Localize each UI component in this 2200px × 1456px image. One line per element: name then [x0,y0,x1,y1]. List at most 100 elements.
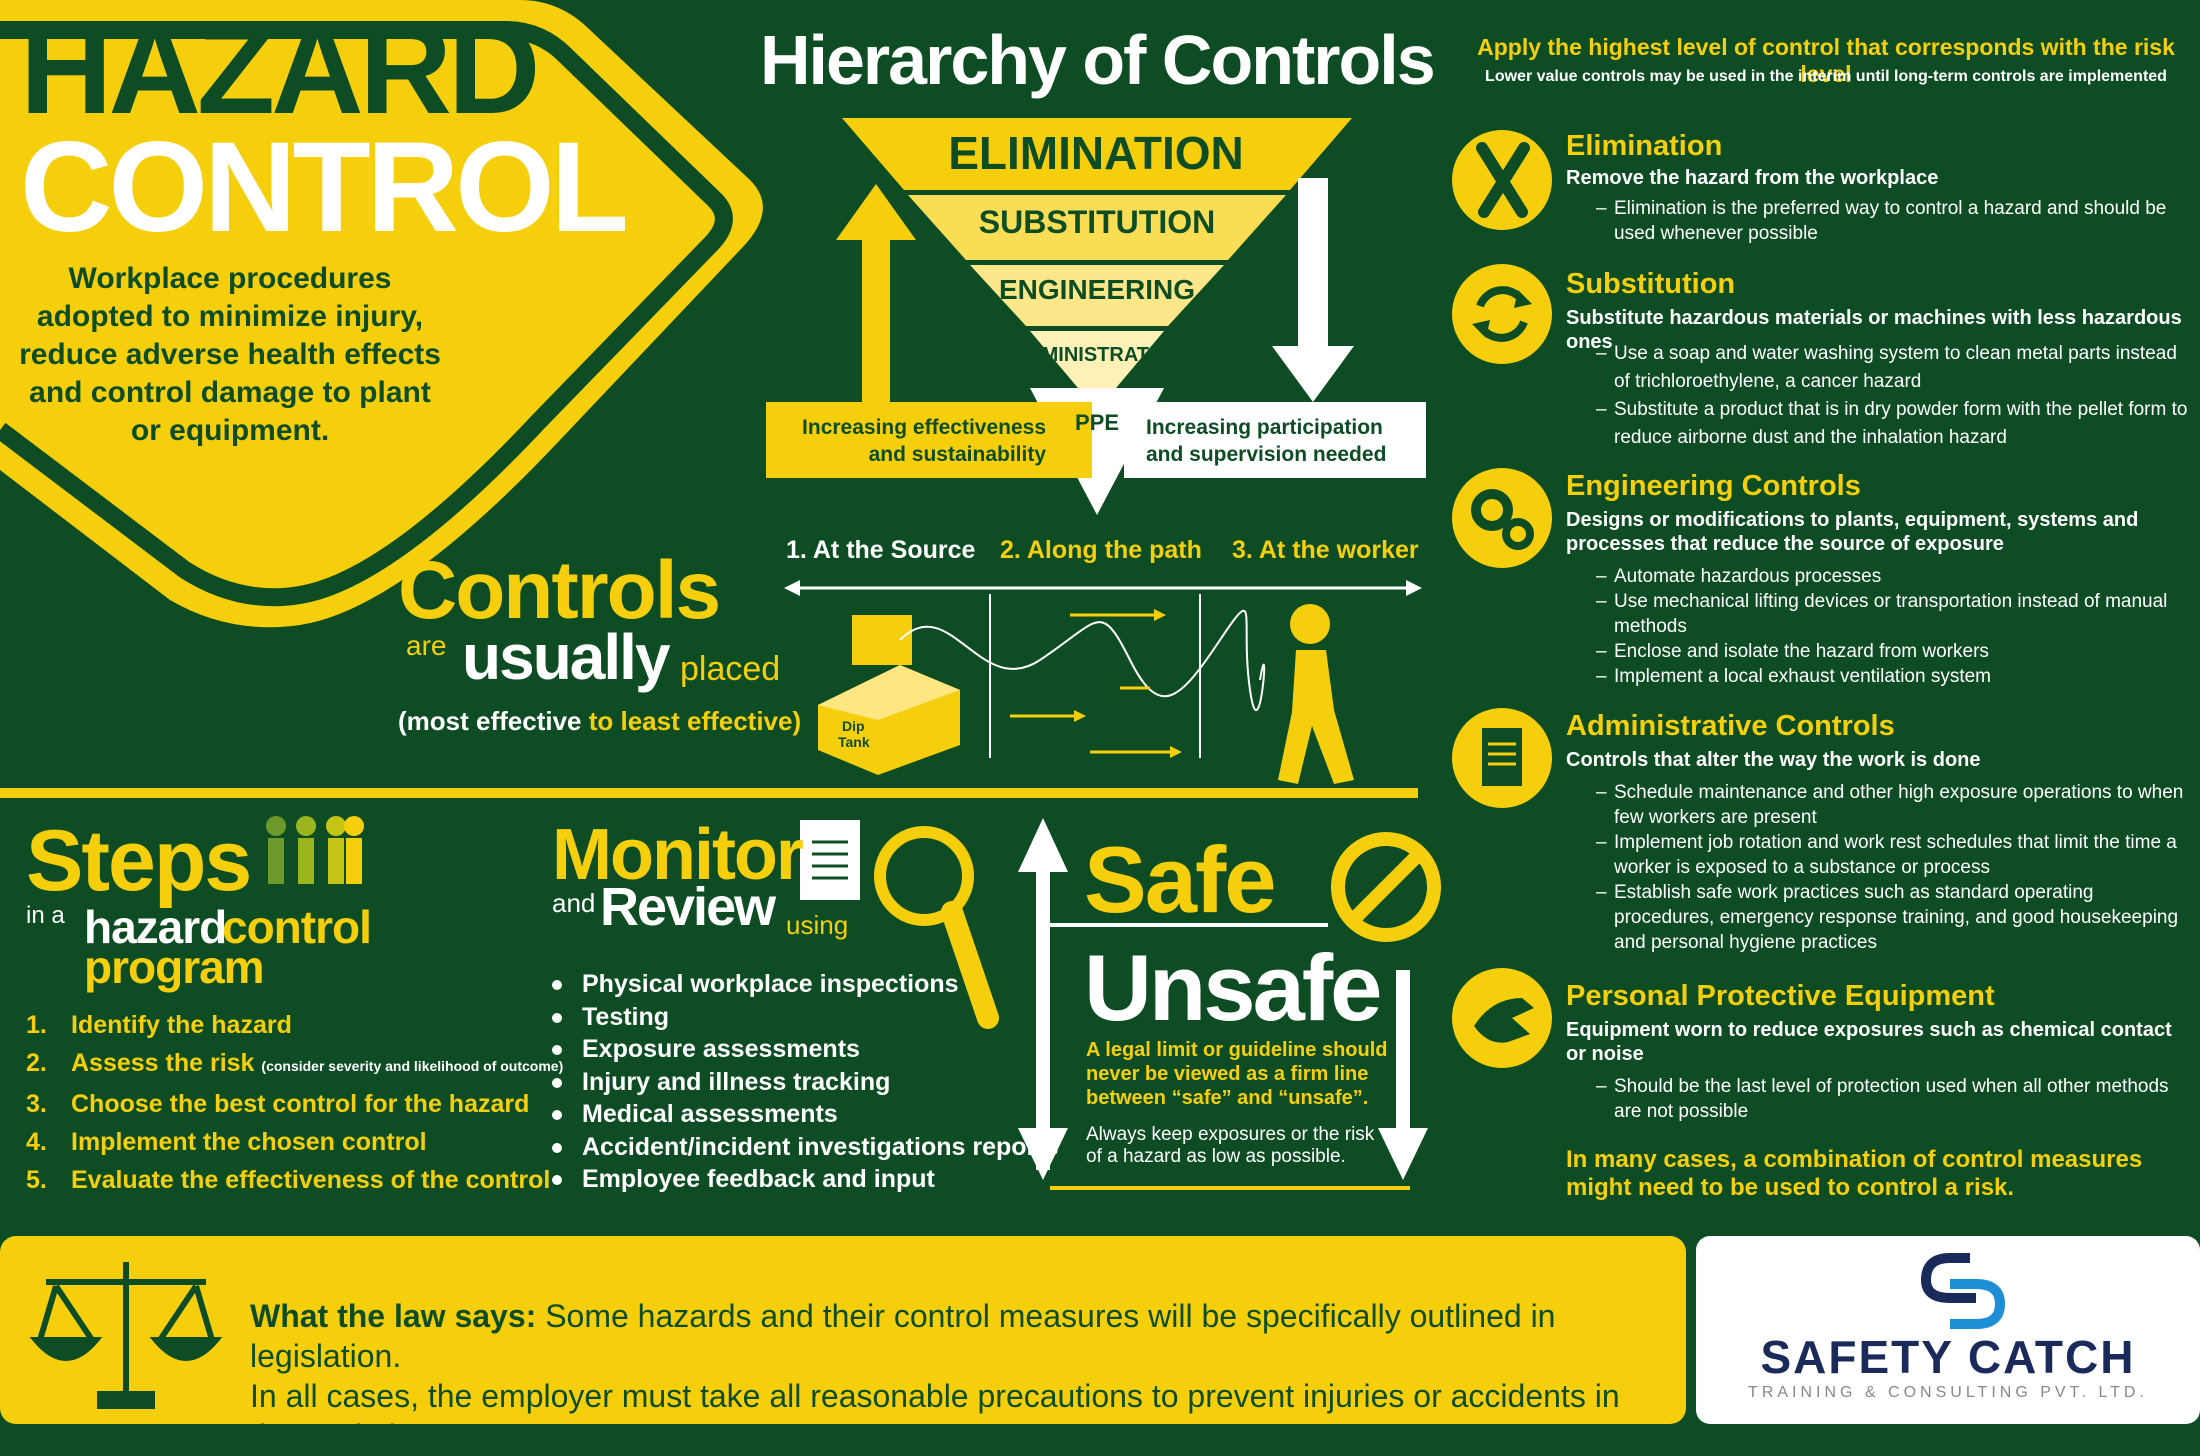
are-word: are [406,630,447,661]
law-lead: What the law says: [250,1298,537,1334]
document-icon [800,820,860,900]
placement-arrow-left [784,580,800,596]
unsafe-word: Unsafe [1084,935,1382,1040]
right-conclusion: In many cases, a combination of control … [1566,1146,2143,1201]
prohibition-icon [1331,832,1441,942]
effectiveness-note-white: (most effective [398,706,582,736]
placed-word: placed [680,650,781,688]
level-substitution: SUBSTITUTION [978,204,1216,240]
steps-hazard: hazard [84,901,227,953]
tank-label-1: Dip [842,718,865,734]
right-headline: Apply the highest level of control that … [1477,34,2175,87]
hazard-title-line1: HAZARD [20,0,540,141]
ppe-glove-icon [1452,968,1552,1068]
down-arrow-shaft [1298,178,1328,348]
stage-path: 2. Along the path [1000,536,1202,564]
keep-note: Always keep exposures or the risk of a h… [1086,1124,1375,1167]
list-item: Implement job rotation and work rest sch… [1596,830,2196,880]
steps-list: 1. Identify the hazard 2. Assess the risk … [26,1006,563,1199]
list-item: Use a soap and water washing system to c… [1596,340,2196,396]
hazard-description: Workplace procedures adopted to minimize… [19,262,441,447]
elimination-icon [1452,130,1552,230]
divider-right [1418,0,1424,1236]
list-item: Use mechanical lifting devices or transp… [1596,589,2196,639]
ppe-title: Personal Protective Equipment [1566,980,1995,1012]
law-text: What the law says: Some hazards and thei… [250,1296,1670,1456]
ppe-list: Should be the last level of protection u… [1596,1074,2196,1124]
hierarchy-title: Hierarchy of Controls [760,21,1436,99]
right-participation-box [1124,402,1426,478]
list-item: Medical assessments [548,1098,1058,1131]
engineering-subtitle: Designs or modifications to plants, equi… [1566,509,2139,555]
list-item: 3. Choose the best control for the hazard [26,1090,530,1118]
hierarchy-engineering-band [970,265,1224,326]
law-band [0,1236,1686,1424]
substitution-icon [1452,264,1552,364]
list-item: Automate hazardous processes [1596,564,2196,589]
unsafe-down-arrow-head [1378,1128,1428,1180]
list-item: Physical workplace inspections [548,968,1058,1001]
tank-label-2: Tank [838,734,870,750]
level-engineering: ENGINEERING [998,274,1196,305]
brand-tagline: TRAINING & CONSULTING PVT. LTD. [1748,1384,2148,1401]
hazard-sign [0,0,763,628]
legal-note: A legal limit or guideline should never … [1086,1039,1388,1109]
background-shapes [0,0,2200,1424]
list-item: 2. Assess the risk (consider severity and… [26,1049,564,1077]
level-elimination: ELIMINATION [948,127,1244,179]
list-item: Establish safe work practices such as st… [1596,880,2196,955]
monitor-list: Physical workplace inspections Testing E… [548,968,1058,1196]
up-arrow-shaft [862,236,890,406]
worker-body [1278,650,1354,784]
monitor-and: and [552,888,596,918]
usually-word: usually [462,621,671,693]
fumes-path [899,609,1266,711]
source-machine [852,615,912,665]
administrative-document-icon [1452,708,1552,808]
law-line2: In all cases, the employer must take all… [250,1378,1620,1454]
dip-tank-top [818,665,960,720]
participation-label: Increasing participation and supervision… [1146,416,1387,466]
steps-title: Steps [26,813,252,909]
scales-icon [29,1262,223,1409]
substitution-list: Use a soap and water washing system to c… [1596,340,2196,452]
list-item: Enclose and isolate the hazard from work… [1596,639,2196,664]
divider-horizontal [0,788,1418,798]
list-item: 5. Evaluate the effectiveness of the cont… [26,1166,551,1194]
review-word: Review [600,877,776,937]
engineering-gears-icon [1452,468,1552,568]
list-item: Substitute a product that is in dry powd… [1596,396,2196,452]
level-ppe: PPE [1074,410,1120,435]
list-item: Employee feedback and input [548,1163,1058,1196]
list-item: Elimination is the preferred way to cont… [1596,196,2196,246]
worker-head [1290,604,1330,644]
stage-source: 1. At the Source [786,536,976,564]
elimination-subtitle: Remove the hazard from the workplace [1566,167,1939,189]
list-item: Testing [548,1001,1058,1034]
elimination-list: Elimination is the preferred way to cont… [1596,196,2196,246]
brand-panel [1696,1236,2200,1424]
hazard-sign-border [0,21,733,607]
effectiveness-note: (most effective to least effective) [398,706,801,737]
effectiveness-note-yellow: to least effective) [588,706,802,736]
hierarchy-substitution-band [908,195,1286,260]
engineering-title: Engineering Controls [1566,470,1861,502]
elimination-title: Elimination [1566,130,1723,162]
safe-word: Safe [1084,827,1277,932]
level-administrative: ADMINISTRATIVE [1012,344,1182,366]
hierarchy-elimination-band [842,118,1352,190]
ppe-subtitle: Equipment worn to reduce exposures such … [1566,1019,2172,1065]
hierarchy-administrative-band [1030,331,1164,388]
controls-word: Controls [398,545,721,636]
list-item: Should be the last level of protection u… [1596,1074,2196,1124]
placement-arrow-right [1406,580,1422,596]
engineering-list: Automate hazardous processes Use mechani… [1596,564,2196,689]
safe-down-arrow-head [1018,1128,1068,1180]
brand-logo-icon [1920,1253,2006,1329]
list-item: Implement a local exhaust ventilation sy… [1596,664,2196,689]
list-item: 4. Implement the chosen control [26,1128,427,1156]
hazard-title-line2: CONTROL [20,116,629,259]
administrative-subtitle: Controls that alter the way the work is … [1566,749,1981,771]
right-subline: Lower value controls may be used in the … [1485,68,2167,85]
safe-up-arrow-head [1018,818,1068,872]
